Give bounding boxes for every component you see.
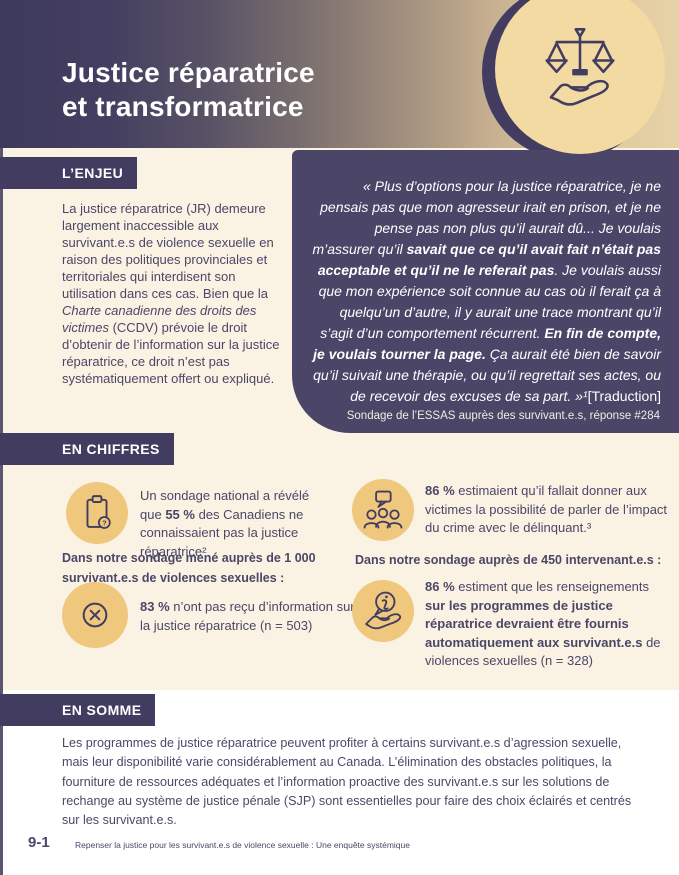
stat2-percentage: 86 % (425, 483, 455, 498)
quote-part1: « Plus d’options pour la justice réparat… (312, 178, 661, 257)
survivor-quote-box: « Plus d’options pour la justice réparat… (292, 150, 679, 433)
hand-info-bubble-icon (365, 591, 402, 630)
quote-translation-note: [Traduction] (587, 388, 661, 404)
enjeu-text-italic: Charte canadienne des droits des victime… (62, 303, 257, 335)
group-discussion-icon (363, 490, 403, 529)
stat2-post: estimaient qu’il fallait donner aux vict… (425, 483, 668, 535)
stat3-icon-circle (62, 582, 128, 648)
stat3-percentage: 83 % (140, 599, 170, 614)
quote-attribution: Sondage de l’ESSAS auprès des survivant.… (346, 410, 660, 422)
svg-text:?: ? (102, 518, 107, 527)
circled-x-icon (82, 602, 108, 628)
stat3-post: n’ont pas reçu d’information sur la just… (140, 599, 355, 633)
clipboard-question-icon: ? (86, 495, 111, 529)
stat4-text: 86 % estiment que les renseignements sur… (425, 578, 663, 671)
header-badge (495, 0, 665, 154)
somme-body-text: Les programmes de justice réparatrice pe… (62, 736, 632, 828)
quote-bold2: En fin de compte, je voulais tourner la … (313, 325, 661, 362)
page-title-line2: et transformatrice (62, 91, 304, 122)
stat4-bold-span: sur les programmes de justice réparatric… (425, 597, 643, 650)
stat3-text: 83 % n’ont pas reçu d’information sur la… (140, 598, 360, 635)
footer-page-number: 9-1 (28, 834, 50, 851)
chiffres-intro-intervenants: Dans notre sondage auprès de 450 interve… (355, 553, 662, 567)
quote-part3: Ça aurait été bien de savoir qu’il suiva… (313, 346, 661, 404)
section-label-enjeu: L’ENJEU (0, 157, 138, 189)
stat2-icon-circle (352, 479, 414, 541)
page-title: Justice réparatrice et transformatrice (62, 56, 315, 124)
stat4-icon-circle (352, 580, 414, 642)
section-label-chiffres: EN CHIFFRES (0, 433, 174, 465)
stat1-percentage: 55 % (165, 506, 195, 522)
stat1-icon-circle: ? (66, 482, 128, 544)
scales-of-justice-in-hand-icon (545, 28, 615, 106)
section-label-somme: EN SOMME (0, 694, 156, 726)
stat4-text2: de violences sexuelles (n = 328) (425, 634, 661, 669)
stat1-text: Un sondage national a révélé que 55 % de… (140, 487, 332, 561)
stat1-pre: Un sondage national a révélé que (140, 488, 310, 522)
enjeu-text-post: (CCDV) prévoie le droit d’obtenir de l’i… (62, 320, 280, 386)
stat4-percentage: 86 % (425, 579, 455, 594)
stat1-post: des Canadiens ne connaissaient pas la ju… (140, 506, 304, 559)
enjeu-text-pre: La justice réparatrice (JR) demeure larg… (62, 201, 274, 301)
chiffres-intro-survivors: Dans notre sondage mené auprès de 1 000 … (62, 551, 316, 585)
survivor-quote-text: « Plus d’options pour la justice réparat… (312, 176, 661, 407)
quote-bold1: savait que ce qu’il avait fait n’était p… (317, 241, 661, 278)
quote-part2: . Je voulais aussi que mon expérience so… (318, 262, 661, 341)
enjeu-body-text: La justice réparatrice (JR) demeure larg… (62, 200, 288, 387)
stat4-text1: estiment que les renseignements (454, 579, 650, 594)
page-title-line1: Justice réparatrice (62, 57, 315, 88)
stat2-text: 86 % estimaient qu’il fallait donner aux… (425, 482, 675, 538)
footer-doc-title: Repenser la justice pour les survivant.e… (75, 840, 410, 850)
